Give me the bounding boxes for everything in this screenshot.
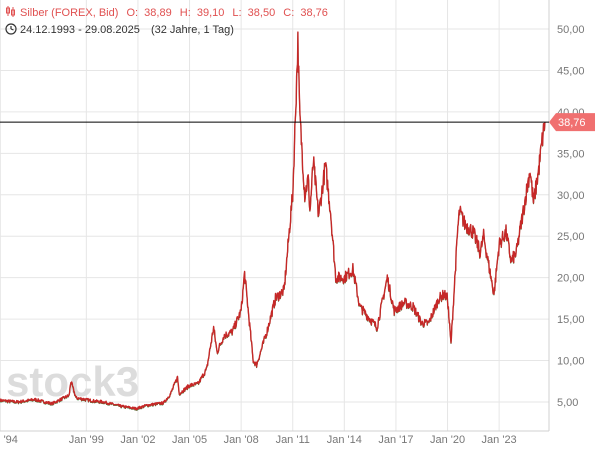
x-tick-label: Jan '14 bbox=[327, 434, 362, 446]
x-tick-label: Jan '11 bbox=[276, 434, 310, 446]
x-tick-label: Jan '08 bbox=[224, 434, 259, 446]
instrument-name: Silber (FOREX, Bid) bbox=[20, 7, 118, 19]
y-tick-label: 5,00 bbox=[557, 397, 578, 409]
close-label: C: bbox=[283, 7, 294, 19]
y-tick-label: 20,00 bbox=[557, 273, 585, 285]
y-axis-ticks: 5,0010,0015,0020,0025,0030,0035,0040,004… bbox=[557, 24, 585, 409]
last-value-badge: 38,76 bbox=[549, 113, 595, 132]
open-value: 38,89 bbox=[144, 7, 172, 19]
watermark: stock3 bbox=[6, 358, 139, 405]
y-tick-label: 15,00 bbox=[557, 314, 585, 326]
y-tick-label: 50,00 bbox=[557, 24, 585, 36]
svg-text:Silber (FOREX, Bid) O:: Silber (FOREX, Bid) O: 38,89 H: 39,10 L:… bbox=[20, 7, 328, 19]
y-tick-label: 45,00 bbox=[557, 65, 585, 77]
x-tick-label: Jan '20 bbox=[430, 434, 465, 446]
high-label: H: bbox=[180, 7, 191, 19]
x-tick-label: Jan '05 bbox=[172, 434, 207, 446]
high-value: 39,10 bbox=[197, 7, 225, 19]
svg-text:24.12.1993 - 29.08.2025: 24.12.1993 - 29.08.2025 (32 Jahre, 1 Tag… bbox=[20, 24, 234, 36]
date-range-detail: (32 Jahre, 1 Tag) bbox=[151, 24, 234, 36]
last-value-label: 38,76 bbox=[558, 117, 586, 129]
x-tick-label: Jan '94 bbox=[0, 434, 18, 446]
y-tick-label: 25,00 bbox=[557, 231, 585, 243]
x-tick-label: Jan '99 bbox=[69, 434, 104, 446]
price-series bbox=[0, 31, 546, 411]
date-range: 24.12.1993 - 29.08.2025 bbox=[20, 24, 140, 36]
y-tick-label: 35,00 bbox=[557, 148, 585, 160]
series-line bbox=[0, 31, 546, 411]
open-label: O: bbox=[126, 7, 138, 19]
candlestick-icon bbox=[6, 6, 15, 17]
low-label: L: bbox=[232, 7, 241, 19]
x-tick-label: Jan '23 bbox=[482, 434, 517, 446]
x-axis-ticks: Jan '94 Jan '99 Jan '02 Jan '05 Jan '08 Jan '… bbox=[0, 434, 517, 446]
chart-header: Silber (FOREX, Bid) O: 38,89 H: 39,10 L:… bbox=[5, 6, 328, 36]
x-tick-label: Jan '17 bbox=[378, 434, 413, 446]
x-tick-label: Jan '02 bbox=[120, 434, 155, 446]
clock-icon bbox=[5, 23, 17, 35]
low-value: 38,50 bbox=[248, 7, 276, 19]
chart-grid bbox=[0, 0, 549, 431]
y-tick-label: 30,00 bbox=[557, 190, 585, 202]
close-value: 38,76 bbox=[300, 7, 328, 19]
y-tick-label: 10,00 bbox=[557, 356, 585, 368]
